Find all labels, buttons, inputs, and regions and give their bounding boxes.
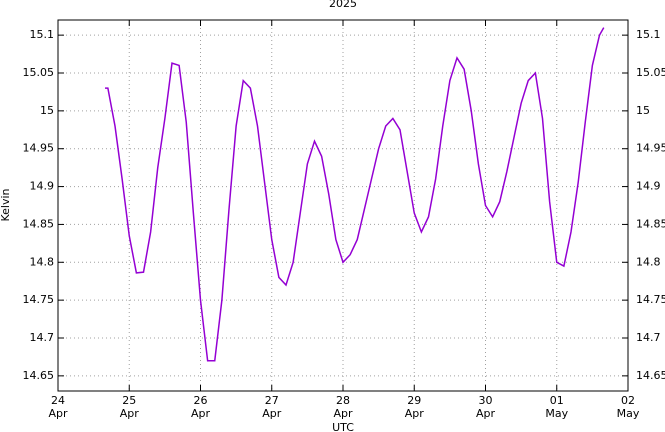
y2-tick-label: 14.95: [636, 142, 665, 155]
y-tick-label: 15.1: [30, 28, 55, 41]
x-tick-label: 26 Apr: [191, 394, 211, 420]
chart-title: 2025: [329, 0, 357, 10]
y2-tick-label: 14.85: [636, 217, 665, 230]
x-tick-label-line: Apr: [333, 407, 353, 420]
y-tick-label: 14.75: [23, 293, 55, 306]
x-tick-label-line: 27: [265, 394, 279, 407]
y2-tick-label: 15.1: [636, 28, 661, 41]
y2-tick-label: 15.05: [636, 66, 665, 79]
x-tick-label-line: May: [545, 407, 568, 420]
x-tick-label-line: Apr: [48, 407, 68, 420]
x-tick-label: 28 Apr: [333, 394, 353, 420]
y-tick-label: 14.95: [23, 142, 55, 155]
y2-tick-label: 15: [636, 104, 650, 117]
data-line: [105, 27, 605, 362]
y-tick-label: 15: [40, 104, 54, 117]
x-tick-label-line: Apr: [120, 407, 140, 420]
y-tick-label: 14.8: [30, 255, 55, 268]
x-tick-label-line: May: [617, 407, 640, 420]
plot-frame: [57, 19, 629, 392]
x-tick-label-line: 01: [550, 394, 564, 407]
x-tick-label: 02 May: [617, 394, 640, 420]
x-tick-label-line: 24: [51, 394, 65, 407]
x-tick-label-line: Apr: [191, 407, 211, 420]
x-tick-label-line: 26: [194, 394, 208, 407]
y-tick-label: 14.85: [23, 217, 55, 230]
y2-tick-label: 14.8: [636, 255, 661, 268]
y2-tick-label: 14.65: [636, 369, 665, 382]
x-tick-label: 27 Apr: [262, 394, 282, 420]
x-tick-label: 30 Apr: [476, 394, 496, 420]
y2-tick-label: 14.75: [636, 293, 665, 306]
x-tick-label-line: Apr: [405, 407, 425, 420]
x-tick-label-line: 28: [336, 394, 350, 407]
y-tick-label: 14.9: [30, 180, 55, 193]
x-tick-label: 24 Apr: [48, 394, 68, 420]
x-tick-label: 01 May: [545, 394, 568, 420]
y2-tick-label: 14.9: [636, 180, 661, 193]
x-tick-label: 29 Apr: [405, 394, 425, 420]
y2-tick-label: 14.7: [636, 331, 661, 344]
x-tick-label-line: Apr: [262, 407, 282, 420]
x-tick-label-line: 30: [479, 394, 493, 407]
y-tick-label: 14.65: [23, 369, 55, 382]
x-tick-label-line: 02: [621, 394, 635, 407]
x-tick-label-line: Apr: [476, 407, 496, 420]
y-tick-label: 15.05: [23, 66, 55, 79]
x-tick-label-line: 25: [122, 394, 136, 407]
y-tick-label: 14.7: [30, 331, 55, 344]
x-tick-label: 25 Apr: [120, 394, 140, 420]
x-axis-label: UTC: [332, 421, 354, 432]
y-axis-label: Kelvin: [0, 188, 12, 221]
x-tick-label-line: 29: [407, 394, 421, 407]
